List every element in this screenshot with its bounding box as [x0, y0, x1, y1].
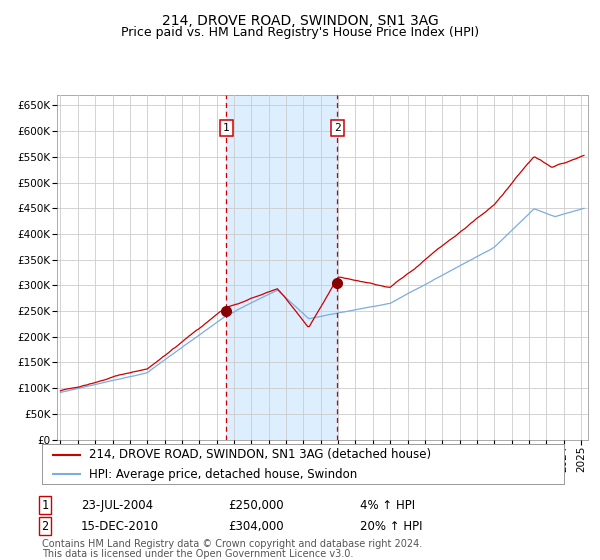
Text: £304,000: £304,000 — [228, 520, 284, 533]
Text: 23-JUL-2004: 23-JUL-2004 — [81, 498, 153, 512]
Text: Contains HM Land Registry data © Crown copyright and database right 2024.: Contains HM Land Registry data © Crown c… — [42, 539, 422, 549]
Text: 1: 1 — [41, 498, 49, 512]
Text: Price paid vs. HM Land Registry's House Price Index (HPI): Price paid vs. HM Land Registry's House … — [121, 26, 479, 39]
Text: This data is licensed under the Open Government Licence v3.0.: This data is licensed under the Open Gov… — [42, 549, 353, 559]
Text: HPI: Average price, detached house, Swindon: HPI: Average price, detached house, Swin… — [89, 468, 357, 481]
Text: 15-DEC-2010: 15-DEC-2010 — [81, 520, 159, 533]
Bar — [226, 95, 337, 440]
Text: £250,000: £250,000 — [228, 498, 284, 512]
Text: 20% ↑ HPI: 20% ↑ HPI — [360, 520, 422, 533]
Text: 1: 1 — [223, 123, 230, 133]
Text: 4% ↑ HPI: 4% ↑ HPI — [360, 498, 415, 512]
Text: 2: 2 — [334, 123, 341, 133]
Text: 2: 2 — [41, 520, 49, 533]
Text: 214, DROVE ROAD, SWINDON, SN1 3AG: 214, DROVE ROAD, SWINDON, SN1 3AG — [161, 14, 439, 28]
Text: 214, DROVE ROAD, SWINDON, SN1 3AG (detached house): 214, DROVE ROAD, SWINDON, SN1 3AG (detac… — [89, 449, 431, 461]
